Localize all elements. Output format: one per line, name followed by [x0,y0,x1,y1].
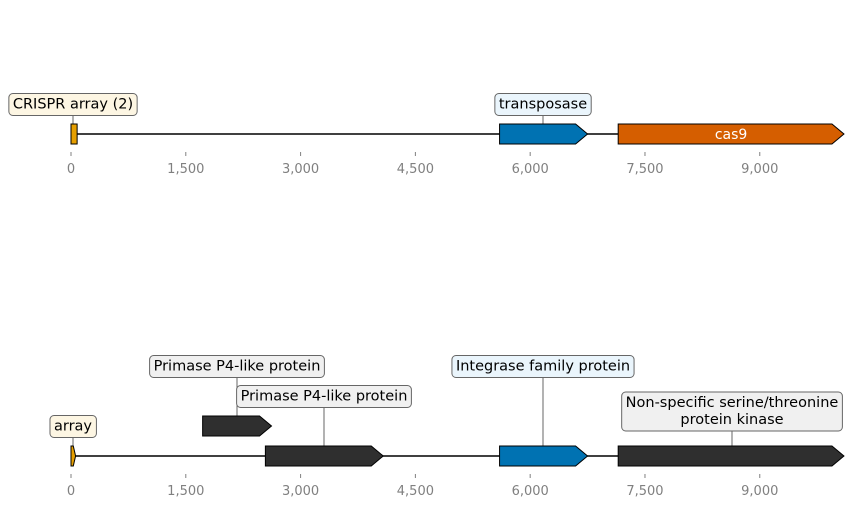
feature-label: Integrase family protein [451,355,635,378]
feature-label-text: Non-specific serine/threonine protein kin… [626,395,839,428]
gene-feature [264,445,385,467]
feature-label-box [451,355,635,378]
feature-label: Primase P4-like protein [149,355,325,378]
axis-tick-label: 3,000 [282,162,319,177]
feature-label-text: Primase P4-like protein [241,389,408,405]
axis-tick-label: 0 [67,162,75,177]
track-2: 0 1,500 3,000 4,500 6,000 7,500 9,000 array Prim… [49,355,845,499]
feature-label-text: Primase P4-like protein [154,359,321,375]
feature-label: Non-specific serine/threonine protein kin… [621,391,843,432]
axis-tick-label: 9,000 [741,484,778,499]
axis-tick-label: 3,000 [282,484,319,499]
feature-label-box [494,93,592,116]
axis-tick-label: 1,500 [167,484,204,499]
feature-label-box [236,385,412,408]
feature-label: CRISPR array (2) [8,93,138,116]
gene-feature [499,123,589,145]
feature-label-box [149,355,325,378]
gene-feature [70,445,77,467]
gene-feature [499,445,589,467]
axis-tick-label: 1,500 [167,162,204,177]
axis-tick-label: 0 [67,484,75,499]
axis-tick-label: 6,000 [512,162,549,177]
feature-label-text: transposase [499,97,587,113]
axis-tick-label: 7,500 [626,484,663,499]
gene-feature [70,123,78,145]
feature-label: transposase [494,93,592,116]
gene-feature [202,415,273,437]
feature-label-box [49,415,97,438]
axis-tick-label: 4,500 [397,484,434,499]
feature-label-box [621,391,843,432]
gene-feature [617,123,845,145]
feature-label-text: array [54,419,92,435]
axis-tick-label: 7,500 [626,162,663,177]
axis-tick-label: 4,500 [397,162,434,177]
feature-label: Primase P4-like protein [236,385,412,408]
gene-inline-label: cas9 [715,127,747,143]
feature-label-text: Integrase family protein [456,359,630,375]
gene-feature [617,445,845,467]
track-1: 0 1,500 3,000 4,500 6,000 7,500 9,000 CRISPR ar… [8,93,845,177]
feature-label-text: CRISPR array (2) [13,97,133,113]
feature-label: array [49,415,97,438]
axis-tick-label: 9,000 [741,162,778,177]
axis-tick-label: 6,000 [512,484,549,499]
feature-label-box [8,93,138,116]
